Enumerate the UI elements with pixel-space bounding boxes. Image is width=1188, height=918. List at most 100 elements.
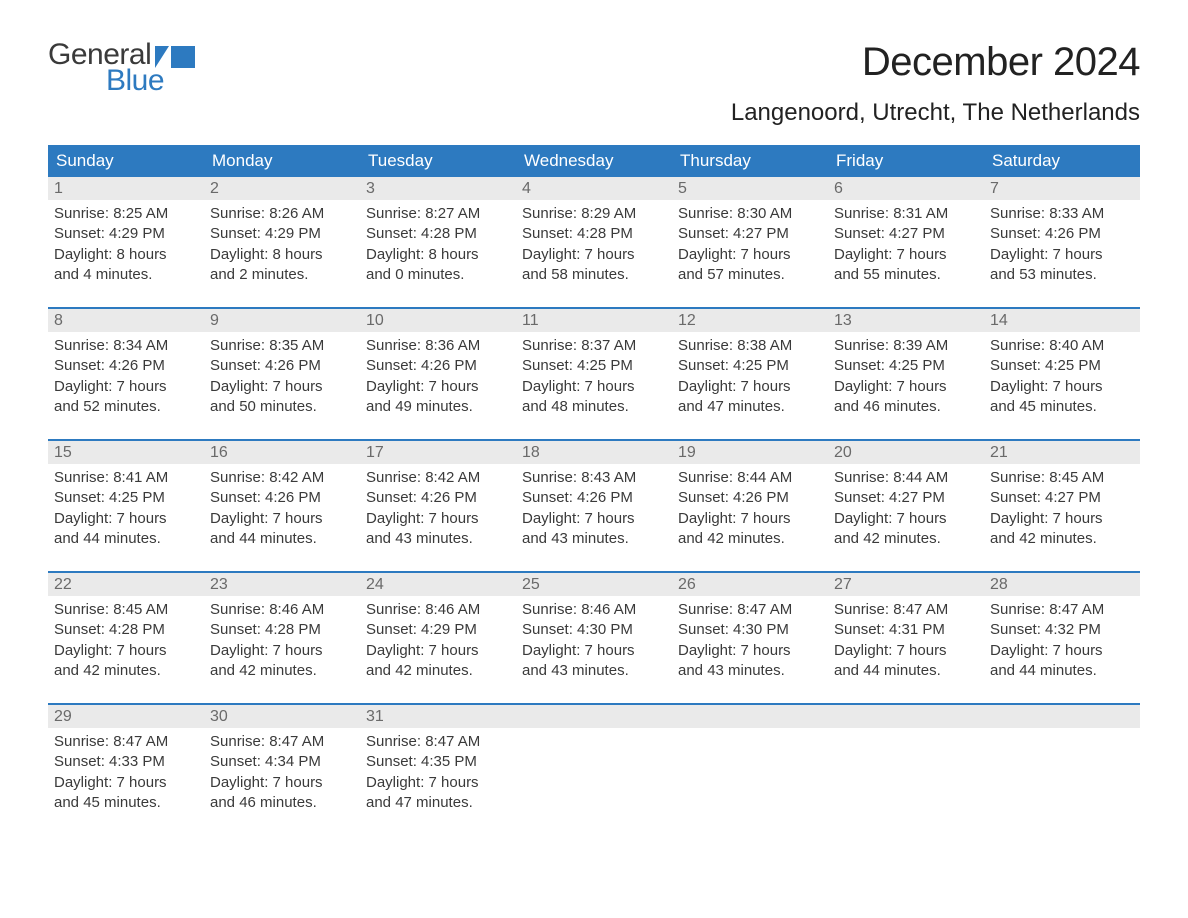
daylight-text: and 44 minutes. <box>834 661 978 681</box>
sunrise-text: Sunrise: 8:31 AM <box>834 204 978 224</box>
daylight-text: and 45 minutes. <box>990 397 1134 417</box>
day-details: Sunrise: 8:31 AMSunset: 4:27 PMDaylight:… <box>828 200 984 291</box>
day-details: Sunrise: 8:37 AMSunset: 4:25 PMDaylight:… <box>516 332 672 423</box>
sunrise-text: Sunrise: 8:34 AM <box>54 336 198 356</box>
sunrise-text: Sunrise: 8:42 AM <box>210 468 354 488</box>
daylight-text: Daylight: 7 hours <box>210 377 354 397</box>
day-details: Sunrise: 8:25 AMSunset: 4:29 PMDaylight:… <box>48 200 204 291</box>
day-number: 24 <box>360 573 516 596</box>
day-details: Sunrise: 8:35 AMSunset: 4:26 PMDaylight:… <box>204 332 360 423</box>
daylight-text: Daylight: 7 hours <box>210 773 354 793</box>
calendar-week: 29Sunrise: 8:47 AMSunset: 4:33 PMDayligh… <box>48 703 1140 833</box>
sunset-text: Sunset: 4:26 PM <box>210 488 354 508</box>
day-details: Sunrise: 8:46 AMSunset: 4:30 PMDaylight:… <box>516 596 672 687</box>
weekday-header: Thursday <box>672 145 828 177</box>
daylight-text: and 42 minutes. <box>834 529 978 549</box>
weekday-header: Wednesday <box>516 145 672 177</box>
daylight-text: and 47 minutes. <box>678 397 822 417</box>
daylight-text: Daylight: 7 hours <box>522 245 666 265</box>
brand-flag-icon <box>155 46 195 68</box>
sunrise-text: Sunrise: 8:46 AM <box>366 600 510 620</box>
day-details: Sunrise: 8:30 AMSunset: 4:27 PMDaylight:… <box>672 200 828 291</box>
sunset-text: Sunset: 4:26 PM <box>366 488 510 508</box>
calendar-week: 8Sunrise: 8:34 AMSunset: 4:26 PMDaylight… <box>48 307 1140 437</box>
calendar-day <box>516 705 672 833</box>
day-details: Sunrise: 8:41 AMSunset: 4:25 PMDaylight:… <box>48 464 204 555</box>
daylight-text: and 0 minutes. <box>366 265 510 285</box>
sunrise-text: Sunrise: 8:25 AM <box>54 204 198 224</box>
daylight-text: Daylight: 7 hours <box>678 245 822 265</box>
sunrise-text: Sunrise: 8:47 AM <box>990 600 1134 620</box>
sunset-text: Sunset: 4:34 PM <box>210 752 354 772</box>
day-number: 16 <box>204 441 360 464</box>
daylight-text: and 42 minutes. <box>990 529 1134 549</box>
sunrise-text: Sunrise: 8:39 AM <box>834 336 978 356</box>
daylight-text: Daylight: 7 hours <box>990 641 1134 661</box>
daylight-text: and 43 minutes. <box>366 529 510 549</box>
day-number: 19 <box>672 441 828 464</box>
sunset-text: Sunset: 4:29 PM <box>210 224 354 244</box>
sunset-text: Sunset: 4:30 PM <box>522 620 666 640</box>
sunrise-text: Sunrise: 8:30 AM <box>678 204 822 224</box>
sunset-text: Sunset: 4:27 PM <box>834 224 978 244</box>
sunrise-text: Sunrise: 8:41 AM <box>54 468 198 488</box>
daylight-text: Daylight: 7 hours <box>366 641 510 661</box>
sunset-text: Sunset: 4:29 PM <box>54 224 198 244</box>
sunrise-text: Sunrise: 8:40 AM <box>990 336 1134 356</box>
daylight-text: Daylight: 7 hours <box>54 509 198 529</box>
sunrise-text: Sunrise: 8:26 AM <box>210 204 354 224</box>
day-number: 11 <box>516 309 672 332</box>
header: General Blue December 2024 Langenoord, U… <box>48 40 1140 127</box>
weekday-header: Saturday <box>984 145 1140 177</box>
daylight-text: and 47 minutes. <box>366 793 510 813</box>
day-details: Sunrise: 8:29 AMSunset: 4:28 PMDaylight:… <box>516 200 672 291</box>
day-number: 2 <box>204 177 360 200</box>
day-number: 31 <box>360 705 516 728</box>
sunset-text: Sunset: 4:31 PM <box>834 620 978 640</box>
daylight-text: Daylight: 7 hours <box>678 509 822 529</box>
sunset-text: Sunset: 4:35 PM <box>366 752 510 772</box>
daylight-text: Daylight: 7 hours <box>54 641 198 661</box>
day-number: 25 <box>516 573 672 596</box>
weekday-header-row: SundayMondayTuesdayWednesdayThursdayFrid… <box>48 145 1140 177</box>
day-number: 9 <box>204 309 360 332</box>
daylight-text: and 42 minutes. <box>210 661 354 681</box>
daylight-text: and 45 minutes. <box>54 793 198 813</box>
daylight-text: and 46 minutes. <box>210 793 354 813</box>
day-details: Sunrise: 8:44 AMSunset: 4:26 PMDaylight:… <box>672 464 828 555</box>
daylight-text: Daylight: 7 hours <box>366 509 510 529</box>
calendar-day: 5Sunrise: 8:30 AMSunset: 4:27 PMDaylight… <box>672 177 828 305</box>
daylight-text: Daylight: 7 hours <box>834 509 978 529</box>
sunset-text: Sunset: 4:26 PM <box>54 356 198 376</box>
day-details <box>828 728 984 738</box>
calendar-week: 22Sunrise: 8:45 AMSunset: 4:28 PMDayligh… <box>48 571 1140 701</box>
sunset-text: Sunset: 4:33 PM <box>54 752 198 772</box>
day-details: Sunrise: 8:47 AMSunset: 4:32 PMDaylight:… <box>984 596 1140 687</box>
day-details: Sunrise: 8:46 AMSunset: 4:29 PMDaylight:… <box>360 596 516 687</box>
calendar-day: 27Sunrise: 8:47 AMSunset: 4:31 PMDayligh… <box>828 573 984 701</box>
calendar-day <box>828 705 984 833</box>
day-details <box>672 728 828 738</box>
sunset-text: Sunset: 4:28 PM <box>366 224 510 244</box>
day-details: Sunrise: 8:47 AMSunset: 4:31 PMDaylight:… <box>828 596 984 687</box>
day-number <box>984 705 1140 728</box>
sunset-text: Sunset: 4:26 PM <box>678 488 822 508</box>
day-details: Sunrise: 8:47 AMSunset: 4:34 PMDaylight:… <box>204 728 360 819</box>
weekday-header: Friday <box>828 145 984 177</box>
sunrise-text: Sunrise: 8:43 AM <box>522 468 666 488</box>
daylight-text: Daylight: 7 hours <box>522 641 666 661</box>
sunset-text: Sunset: 4:28 PM <box>54 620 198 640</box>
daylight-text: Daylight: 7 hours <box>210 509 354 529</box>
daylight-text: and 2 minutes. <box>210 265 354 285</box>
daylight-text: Daylight: 8 hours <box>54 245 198 265</box>
calendar-day: 12Sunrise: 8:38 AMSunset: 4:25 PMDayligh… <box>672 309 828 437</box>
sunrise-text: Sunrise: 8:45 AM <box>990 468 1134 488</box>
daylight-text: and 53 minutes. <box>990 265 1134 285</box>
weekday-header: Sunday <box>48 145 204 177</box>
daylight-text: Daylight: 7 hours <box>366 377 510 397</box>
calendar-day: 30Sunrise: 8:47 AMSunset: 4:34 PMDayligh… <box>204 705 360 833</box>
sunrise-text: Sunrise: 8:36 AM <box>366 336 510 356</box>
sunrise-text: Sunrise: 8:44 AM <box>678 468 822 488</box>
day-number: 14 <box>984 309 1140 332</box>
calendar-day: 9Sunrise: 8:35 AMSunset: 4:26 PMDaylight… <box>204 309 360 437</box>
